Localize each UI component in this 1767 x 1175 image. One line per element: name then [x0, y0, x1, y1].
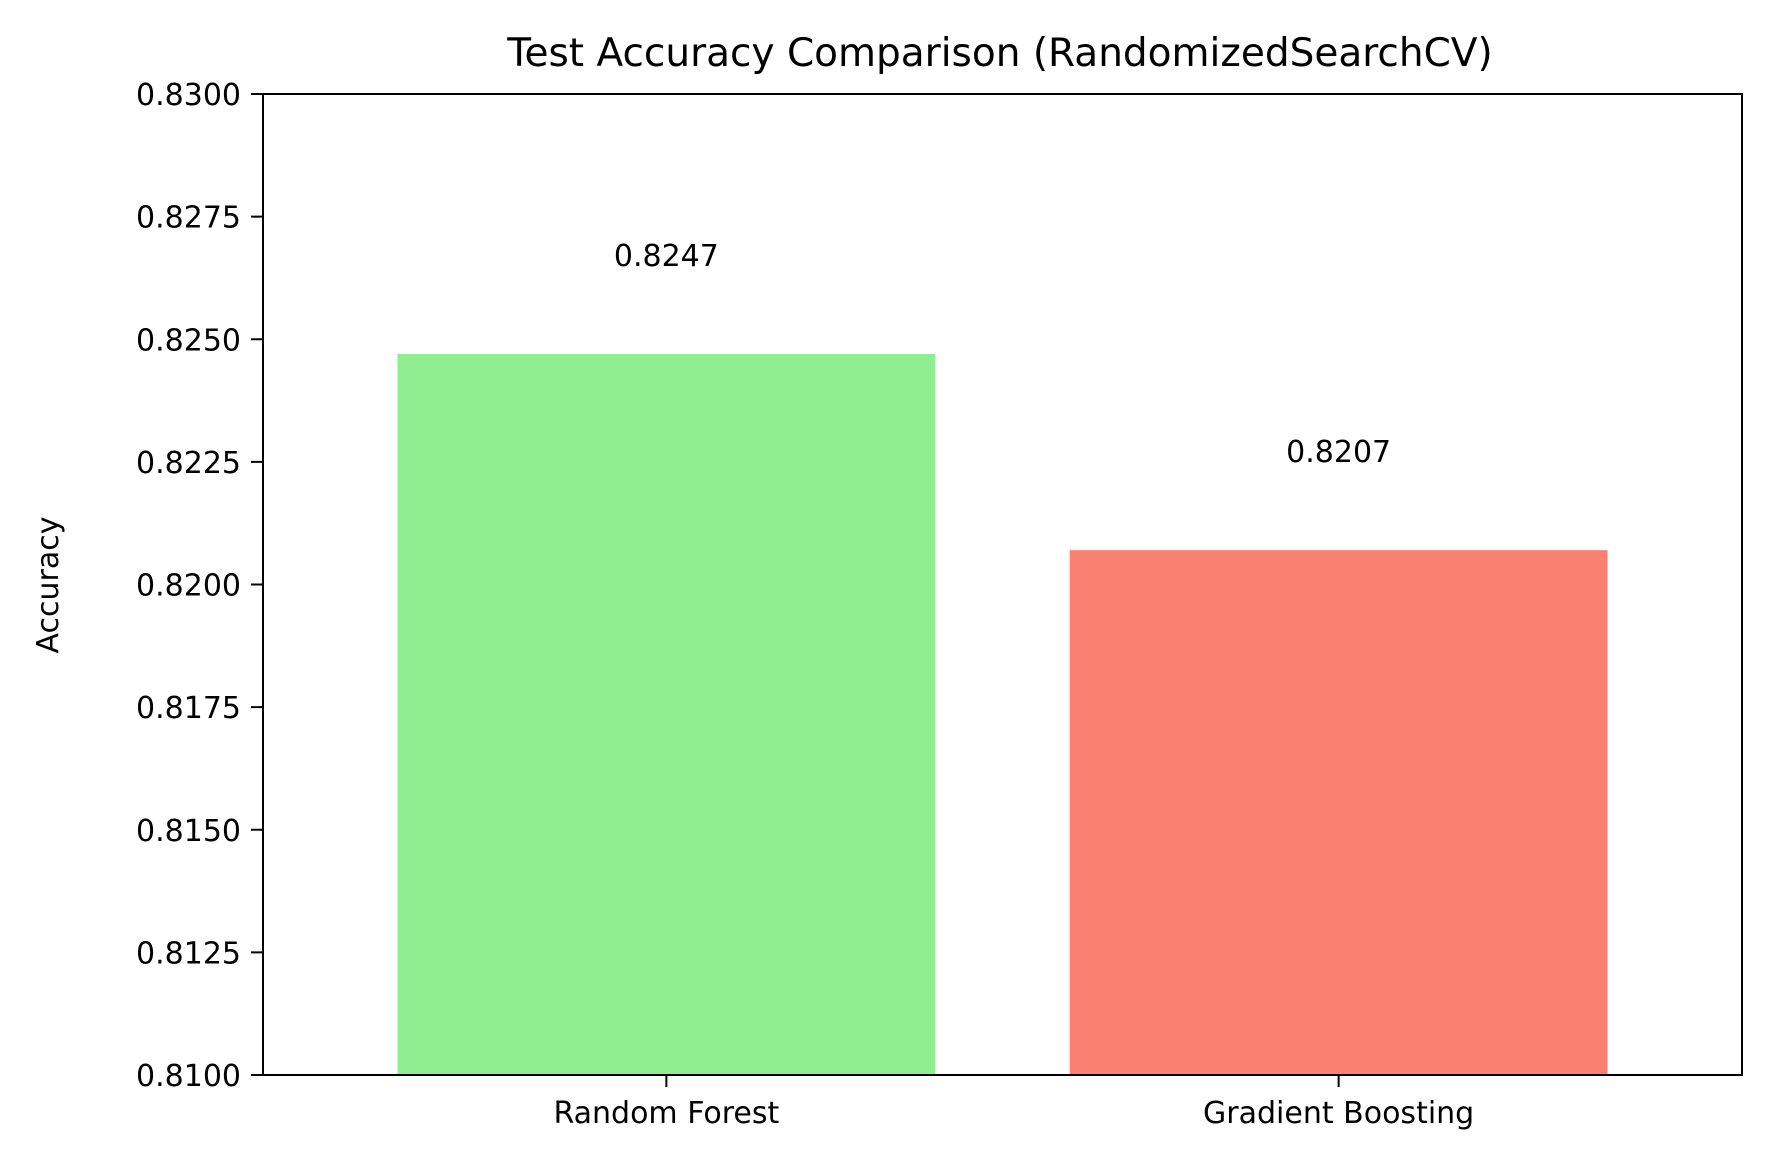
bar-gradient-boosting	[1069, 550, 1608, 1075]
data-labels-layer: 0.8247 0.8207	[614, 239, 1391, 470]
x-tick-label-random-forest: Random Forest	[553, 1096, 779, 1131]
y-tick-label: 0.8150	[136, 814, 241, 849]
y-axis-label: Accuracy	[31, 517, 66, 654]
value-label-random-forest: 0.8247	[614, 239, 719, 274]
x-axis-ticks: Random Forest Gradient Boosting	[553, 1075, 1474, 1131]
chart-title: Test Accuracy Comparison (RandomizedSear…	[506, 31, 1492, 76]
bar-random-forest	[397, 353, 936, 1076]
y-tick-label: 0.8300	[136, 78, 241, 113]
y-tick-label: 0.8225	[136, 446, 241, 481]
plot-area-frame	[262, 93, 1743, 1076]
y-tick-label: 0.8100	[136, 1059, 241, 1094]
x-tick-label-gradient-boosting: Gradient Boosting	[1203, 1096, 1474, 1131]
value-label-gradient-boosting: 0.8207	[1286, 435, 1391, 470]
y-tick-label: 0.8200	[136, 569, 241, 604]
y-tick-label: 0.8175	[136, 691, 241, 726]
y-tick-label: 0.8250	[136, 323, 241, 358]
y-axis-ticks: 0.8100 0.8125 0.8150 0.8175 0.8200 0.8225 0.82…	[136, 78, 263, 1094]
bars-layer	[397, 353, 1608, 1076]
y-tick-label: 0.8125	[136, 936, 241, 971]
y-tick-label: 0.8275	[136, 201, 241, 236]
